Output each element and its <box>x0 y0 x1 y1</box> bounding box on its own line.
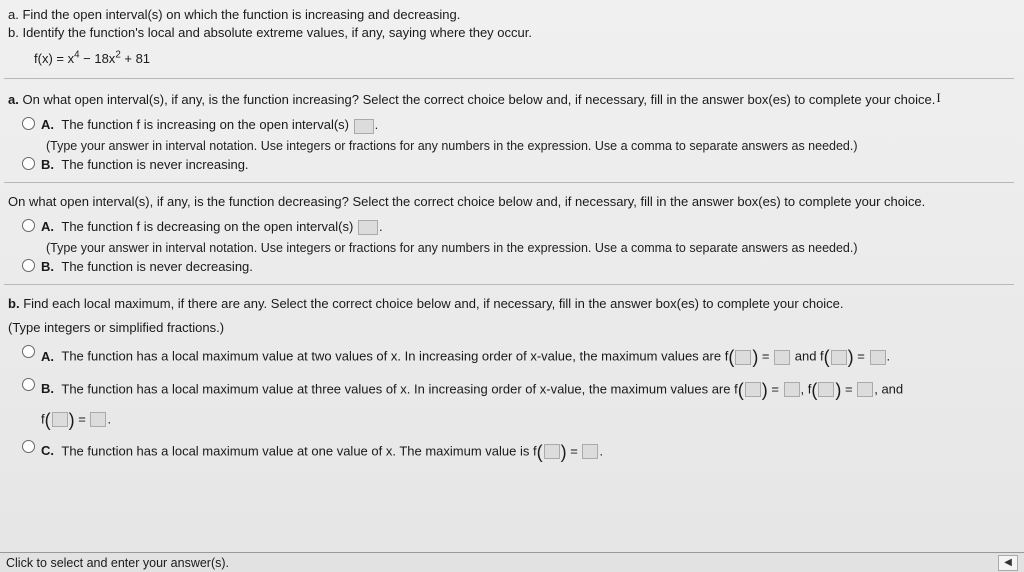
choice-letter: B. <box>41 381 54 396</box>
a1-choice-a-text: The function f is increasing on the open… <box>61 117 352 132</box>
part-b-prompt: b. Find each local maximum, if there are… <box>4 291 1014 317</box>
formula: f(x) = x4 − 18x2 + 81 <box>4 51 1014 66</box>
answer-box[interactable] <box>831 350 847 365</box>
comma-f: , f <box>801 381 812 396</box>
answer-box[interactable] <box>818 382 834 397</box>
comma-and: , and <box>874 381 903 396</box>
a2-choice-b-text: The function is never decreasing. <box>61 259 253 274</box>
answer-box[interactable] <box>90 412 106 427</box>
and-f: and f <box>791 349 824 364</box>
radio-icon[interactable] <box>22 440 35 453</box>
b-choice-b[interactable]: B. The function has a local maximum valu… <box>4 374 1014 436</box>
answer-box[interactable] <box>745 382 761 397</box>
label-a: a. <box>8 92 19 107</box>
divider <box>4 182 1014 183</box>
radio-icon[interactable] <box>22 157 35 170</box>
a2-choice-b-body: B. The function is never decreasing. <box>41 258 253 277</box>
divider <box>4 284 1014 285</box>
prompt-b-text: Find each local maximum, if there are an… <box>23 296 843 311</box>
radio-icon[interactable] <box>22 219 35 232</box>
a2-choice-a-end: . <box>379 219 383 234</box>
answer-box[interactable] <box>774 350 790 365</box>
divider <box>4 78 1014 79</box>
paren-box <box>45 407 75 433</box>
footer-text: Click to select and enter your answer(s)… <box>6 556 229 570</box>
intro-block: a. Find the open interval(s) on which th… <box>4 6 1014 41</box>
radio-icon[interactable] <box>22 345 35 358</box>
radio-icon[interactable] <box>22 117 35 130</box>
b-c-text1: The function has a local maximum value a… <box>61 443 536 458</box>
intro-line-a: a. Find the open interval(s) on which th… <box>8 6 1014 24</box>
label-b: b. <box>8 296 20 311</box>
paren-box <box>824 344 854 370</box>
eq: = <box>75 411 90 426</box>
b-choice-a[interactable]: A. The function has a local maximum valu… <box>4 341 1014 373</box>
answer-box[interactable] <box>358 220 378 235</box>
b-b-text1: The function has a local maximum value a… <box>61 381 737 396</box>
b-choice-b-body: B. The function has a local maximum valu… <box>41 377 903 433</box>
eq: = <box>854 349 869 364</box>
choice-letter: B. <box>41 259 54 274</box>
text-cursor-icon: I <box>936 89 940 107</box>
footer-bar: Click to select and enter your answer(s)… <box>0 552 1024 572</box>
b-choice-c-body: C. The function has a local maximum valu… <box>41 439 603 465</box>
paren-box <box>537 439 567 465</box>
question-content: a. Find the open interval(s) on which th… <box>0 0 1024 552</box>
part-b-type-hint: (Type integers or simplified fractions.) <box>4 317 1014 341</box>
paren-box <box>811 377 841 403</box>
answer-box[interactable] <box>735 350 751 365</box>
prev-arrow-button[interactable]: ◀ <box>998 555 1018 571</box>
choice-letter: C. <box>41 443 54 458</box>
formula-fx: f(x) = x <box>34 51 74 66</box>
a2-choice-b[interactable]: B. The function is never decreasing. <box>4 255 1014 280</box>
arrow-left-icon: ◀ <box>1004 557 1012 568</box>
radio-icon[interactable] <box>22 259 35 272</box>
b-choice-c[interactable]: C. The function has a local maximum valu… <box>4 436 1014 468</box>
a1-choice-a-end: . <box>375 117 379 132</box>
eq: = <box>768 381 783 396</box>
answer-box[interactable] <box>784 382 800 397</box>
b-b-line2: f = . <box>41 407 903 433</box>
b-a-end: . <box>887 349 891 364</box>
answer-box[interactable] <box>857 382 873 397</box>
prompt-a1-text: On what open interval(s), if any, is the… <box>22 92 935 107</box>
formula-suffix: + 81 <box>121 51 150 66</box>
b-a-text1: The function has a local maximum value a… <box>61 349 728 364</box>
a1-choice-a-body: A. The function f is increasing on the o… <box>41 116 378 135</box>
eq: = <box>841 381 856 396</box>
a1-hint: (Type your answer in interval notation. … <box>4 139 1014 153</box>
part-a-prompt1: a. On what open interval(s), if any, is … <box>4 85 1014 113</box>
eq: = <box>567 443 582 458</box>
a1-choice-b-text: The function is never increasing. <box>61 157 248 172</box>
a1-choice-b[interactable]: B. The function is never increasing. <box>4 153 1014 178</box>
b-c-end: . <box>599 443 603 458</box>
a2-choice-a-text: The function f is decreasing on the open… <box>61 219 357 234</box>
formula-mid: − 18x <box>80 51 116 66</box>
a1-choice-a[interactable]: A. The function f is increasing on the o… <box>4 113 1014 138</box>
answer-box[interactable] <box>870 350 886 365</box>
choice-letter: A. <box>41 219 54 234</box>
answer-box[interactable] <box>354 119 374 134</box>
part-a-prompt2: On what open interval(s), if any, is the… <box>4 189 1014 215</box>
answer-box[interactable] <box>544 444 560 459</box>
paren-box <box>738 377 768 403</box>
a2-choice-a-body: A. The function f is decreasing on the o… <box>41 218 383 237</box>
radio-icon[interactable] <box>22 378 35 391</box>
b-b-end: . <box>107 411 111 426</box>
answer-box[interactable] <box>52 412 68 427</box>
eq: = <box>758 349 773 364</box>
choice-letter: A. <box>41 117 54 132</box>
paren-box <box>728 344 758 370</box>
a2-choice-a[interactable]: A. The function f is decreasing on the o… <box>4 215 1014 240</box>
choice-letter: A. <box>41 349 54 364</box>
answer-box[interactable] <box>582 444 598 459</box>
choice-letter: B. <box>41 157 54 172</box>
b-choice-a-body: A. The function has a local maximum valu… <box>41 344 890 370</box>
a2-hint: (Type your answer in interval notation. … <box>4 241 1014 255</box>
intro-line-b: b. Identify the function's local and abs… <box>8 24 1014 42</box>
a1-choice-b-body: B. The function is never increasing. <box>41 156 249 175</box>
